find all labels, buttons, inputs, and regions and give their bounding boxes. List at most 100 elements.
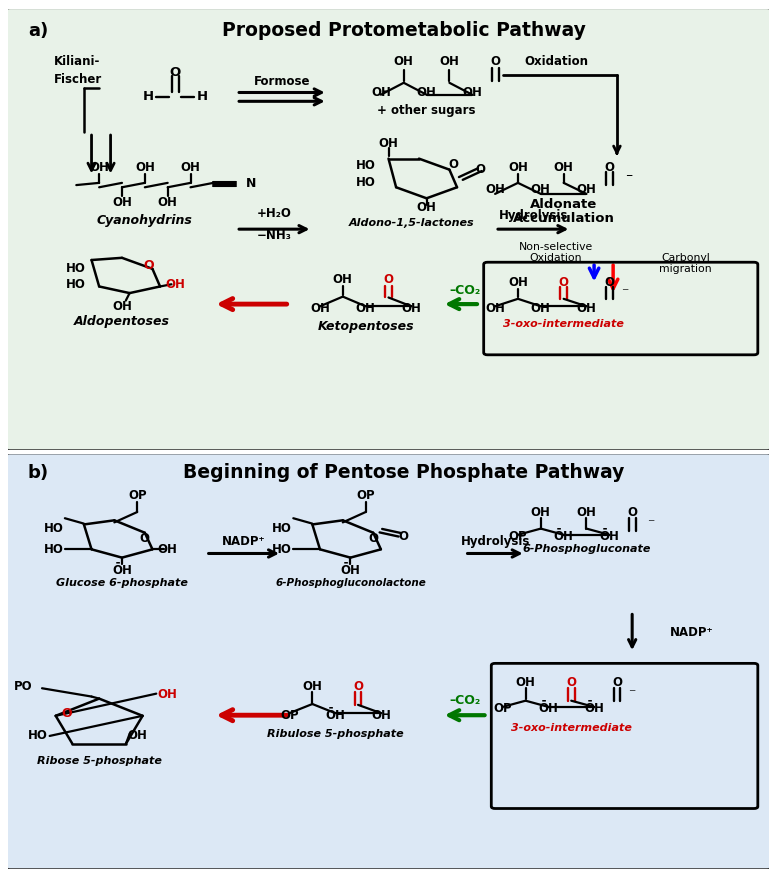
Text: + other sugars: + other sugars [378,104,476,117]
Text: –CO₂: –CO₂ [449,285,480,298]
Text: ŌH: ŌH [326,709,345,722]
Text: Aldono-1,5-lactones: Aldono-1,5-lactones [349,217,474,228]
Text: OH: OH [531,505,551,519]
Text: HO: HO [28,730,48,742]
Text: Aldonate: Aldonate [530,198,598,211]
Text: b): b) [28,464,49,482]
Text: OH: OH [416,86,437,99]
Text: OH: OH [180,161,200,174]
Text: N: N [246,177,256,190]
Text: OH: OH [485,183,505,196]
Text: OH: OH [508,161,528,174]
Text: O: O [399,531,409,543]
Text: OH: OH [135,161,155,174]
Text: OP: OP [509,531,528,543]
Text: Proposed Protometabolic Pathway: Proposed Protometabolic Pathway [221,21,586,40]
Text: OH: OH [554,161,573,174]
Text: NADP⁺: NADP⁺ [671,626,714,639]
Text: Oxidation: Oxidation [524,55,588,68]
Text: ŌH: ŌH [599,531,619,543]
Text: O: O [627,505,637,519]
Text: NADP⁺: NADP⁺ [222,534,266,547]
Text: OP: OP [280,709,299,722]
Text: ⁻: ⁻ [625,171,632,185]
Text: –CO₂: –CO₂ [449,694,480,707]
Text: ⁻: ⁻ [621,286,629,300]
Text: O: O [140,533,150,546]
Text: Glucose 6-phosphate: Glucose 6-phosphate [56,578,188,588]
Text: OH: OH [402,302,421,315]
Text: O: O [353,680,363,692]
Text: OH: OH [158,688,178,701]
Text: HO: HO [66,263,86,275]
Text: Fischer: Fischer [54,72,102,86]
Text: Ribose 5-phosphate: Ribose 5-phosphate [37,756,162,766]
Text: O: O [605,276,615,289]
Text: OH: OH [577,302,597,315]
Text: OH: OH [356,302,375,315]
Text: PO: PO [14,680,33,692]
Text: O: O [490,55,500,68]
Text: OH: OH [371,709,391,722]
Text: OH: OH [577,183,597,196]
Text: OH: OH [462,86,483,99]
Text: Cyanohydrins: Cyanohydrins [97,214,193,227]
Text: Beginning of Pentose Phosphate Pathway: Beginning of Pentose Phosphate Pathway [183,463,625,482]
Text: O: O [566,676,577,689]
Text: −NH₃: −NH₃ [257,230,291,243]
Text: OH: OH [158,543,178,556]
Text: HO: HO [272,543,292,556]
Text: +H₂O: +H₂O [257,207,291,220]
Text: O: O [384,273,393,286]
Text: O: O [169,66,181,79]
Text: OP: OP [493,703,512,716]
Text: OH: OH [516,676,535,689]
Text: OH: OH [310,302,330,315]
Text: 3-oxo-intermediate: 3-oxo-intermediate [510,723,632,732]
Text: Oxidation: Oxidation [530,253,582,263]
Text: Accumulation: Accumulation [513,211,615,224]
Text: OH: OH [378,137,399,149]
Text: O: O [448,158,458,171]
Text: OH: OH [531,183,551,196]
Text: OH: OH [371,86,391,99]
Text: OP: OP [128,489,147,502]
Text: ŌH: ŌH [340,564,361,576]
FancyBboxPatch shape [6,8,771,450]
Text: O: O [612,676,622,689]
Text: Kiliani-: Kiliani- [54,55,99,68]
Text: OH: OH [302,680,322,692]
Text: Ribulose 5-phosphate: Ribulose 5-phosphate [267,729,403,739]
Text: a): a) [28,22,48,40]
Text: O: O [62,707,72,720]
Text: Hydrolysis: Hydrolysis [461,534,530,547]
Text: 6-Phosphogluconolactone: 6-Phosphogluconolactone [275,578,426,588]
Text: OH: OH [440,55,459,68]
Text: OH: OH [508,276,528,289]
Text: Hydrolysis: Hydrolysis [499,210,568,223]
Text: migration: migration [659,264,712,274]
Text: O: O [475,163,485,176]
Text: HO: HO [356,176,375,189]
Text: OH: OH [89,161,109,174]
Text: ŌH: ŌH [584,703,604,716]
Text: O: O [559,276,569,289]
Text: ŌH: ŌH [554,531,573,543]
Text: ŌH: ŌH [112,564,132,576]
Text: 3-oxo-intermediate: 3-oxo-intermediate [503,319,624,329]
Text: O: O [368,533,378,546]
Text: Aldopentoses: Aldopentoses [74,315,170,328]
Text: Ketopentoses: Ketopentoses [317,320,414,333]
Text: ⁻: ⁻ [647,518,655,532]
Text: OH: OH [158,196,178,210]
Text: Non-selective: Non-selective [519,242,593,251]
FancyBboxPatch shape [6,453,771,870]
Text: OH: OH [112,196,132,210]
Text: OH: OH [531,302,551,315]
Text: H: H [143,91,154,103]
Text: HO: HO [272,522,292,535]
Text: OH: OH [416,201,437,214]
Text: OP: OP [357,489,375,502]
Text: Formose: Formose [253,75,310,88]
Text: OH: OH [166,278,185,291]
